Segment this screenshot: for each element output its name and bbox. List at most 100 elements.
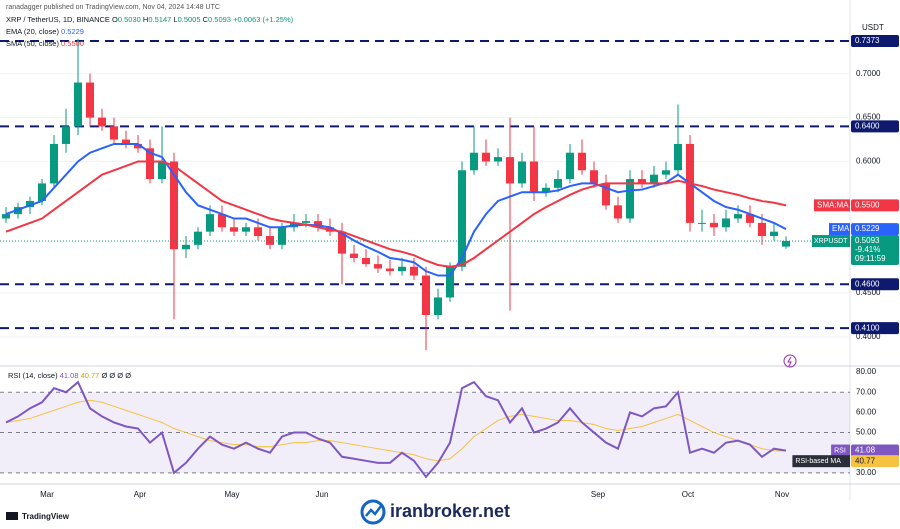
x-tick-label: Mar [40,490,54,499]
ohlc-value: 0.5093 [208,15,231,24]
candle-body [398,266,406,272]
candle-body [182,244,190,250]
rsi-last-box [851,444,899,457]
price-tag-change: -9.41% [855,245,880,254]
ohlc-value: 0.5147 [148,15,172,24]
rsi-line [5,399,787,462]
rsi-last-box [851,455,899,468]
candle-body [746,214,754,223]
candle-body [278,227,286,245]
indicator: EMA (20, close) 0.5229 [6,26,293,38]
candle-body [722,218,730,228]
candle-body [122,139,130,144]
symbol-line: XRP / TetherUS, 1D, BINANCE O0.5030 H0.5… [6,14,293,26]
watermark-logo [360,499,386,525]
candle-body [50,143,58,184]
candle-body [254,227,262,237]
candle-body [446,266,454,298]
x-tick-label: Oct [682,490,695,499]
ohlc: O0.5030 H0.5147 L0.5005 C0.5093 [112,15,233,24]
candle-body [674,143,682,171]
candle-body [98,117,106,127]
ohlc-label: H [142,15,149,24]
candle-body [470,152,478,171]
indicator-value: 0.5500 [61,39,84,48]
currency: USDT [862,23,884,32]
change: +0.0063 (+1.25%) [233,15,294,24]
y-tick-label: 50.00 [856,428,877,437]
tag: SMA:MA [817,200,849,209]
tag-box [814,199,850,212]
ohlc-label: C [202,15,209,24]
rsi-tag-box [792,455,850,468]
candle-body [434,297,442,315]
y-tick-label: 70.00 [856,387,877,396]
price-tag-box [851,235,899,266]
x-tick-label: Jun [316,490,329,499]
indicator-name: EMA (20, close) [6,27,59,36]
price-tag-label: 0.5093 [855,236,880,245]
watermark: iranbroker.net [390,501,510,521]
symbol: XRP / TetherUS, 1D, BINANCE [6,15,110,24]
candle-body [662,170,670,175]
tag-box [829,223,850,236]
indicator-last-box [851,199,899,212]
candle-body [374,264,382,269]
nulls: Ø Ø Ø Ø [101,371,132,380]
y-tick-label: 0.4000 [856,332,881,341]
candle-body [242,227,250,232]
level-label-box [851,322,899,335]
ohlc-value: 0.5030 [117,15,141,24]
candle-body [2,214,10,219]
candle-body [698,222,706,224]
candle-body [638,179,646,184]
candle-body [170,161,178,250]
candle-body [206,214,214,232]
candle-body [506,157,514,184]
candle-body [494,157,502,162]
candle-body [86,82,94,118]
candle-body [518,161,526,184]
level-label-box [851,120,899,133]
x-tick-label: Apr [134,490,147,499]
y-tick-label: 0.6500 [856,113,881,122]
y-tick-label: 30.00 [856,468,877,477]
candle-body [302,221,310,223]
candle-body [38,183,46,201]
indicator-last-box [851,223,899,236]
candle-body [26,200,34,208]
alert-icon[interactable] [783,354,797,368]
rsi-last: 40.77 [855,456,876,465]
y-tick-label: 0.6000 [856,157,881,166]
ohlc-label: O [112,15,118,24]
indicator-last: 0.5500 [855,200,880,209]
y-tick-label: 60.00 [856,407,877,416]
candle-body [530,161,538,193]
candle-body [362,257,370,265]
candle-body [758,222,766,237]
publisher: ranadagger published on TradingView.com,… [6,4,220,11]
tag: EMA [832,224,850,233]
rsi-tag: RSI [834,447,846,454]
candle-body [146,148,154,180]
candle-body [194,231,202,245]
y-tick-label: 0.7000 [856,69,881,78]
candle-body [602,183,610,206]
candle-body [314,221,322,228]
candle-body [614,205,622,219]
alert-icon[interactable] [787,356,792,367]
indicator-line [5,142,787,277]
candle-body [650,174,658,184]
candle-body [566,152,574,180]
candle-body [158,161,166,180]
indicator-value: 0.5229 [61,27,84,36]
candle-body [590,170,598,184]
rsi-ma-value: 40.77 [80,371,100,380]
candle-body [626,179,634,219]
legend: ranadagger published on TradingView.com,… [6,2,293,50]
rsi-last: 41.08 [855,446,876,455]
rsi-title: RSI (14, close) [8,371,58,380]
y-tick-label: 0.4500 [856,288,881,297]
